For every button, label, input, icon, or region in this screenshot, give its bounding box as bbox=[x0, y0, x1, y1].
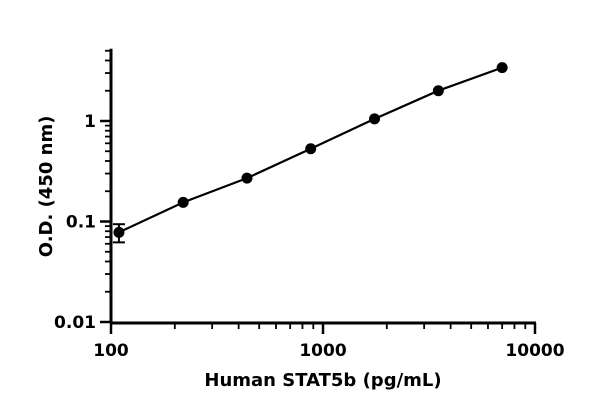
data-point bbox=[113, 226, 125, 238]
data-point bbox=[496, 62, 508, 74]
data-point bbox=[305, 143, 317, 155]
x-axis: 100 1000 10000 bbox=[93, 321, 565, 361]
y-axis-title: O.D. (450 nm) bbox=[36, 116, 57, 258]
y-tick-label: 0.01 bbox=[54, 313, 96, 333]
data-point bbox=[177, 196, 189, 208]
data-point bbox=[241, 172, 253, 184]
x-tick-label: 1000 bbox=[299, 341, 346, 361]
plot-area bbox=[112, 62, 508, 244]
data-point bbox=[432, 85, 444, 97]
y-axis: 0.01 0.1 1 bbox=[54, 48, 113, 333]
x-tick-label: 100 bbox=[93, 341, 129, 361]
data-point bbox=[369, 113, 381, 125]
y-tick-label: 0.1 bbox=[66, 213, 96, 233]
x-tick-label: 10000 bbox=[505, 341, 564, 361]
y-tick-label: 1 bbox=[84, 112, 96, 132]
x-axis-title: Human STAT5b (pg/mL) bbox=[204, 370, 441, 391]
